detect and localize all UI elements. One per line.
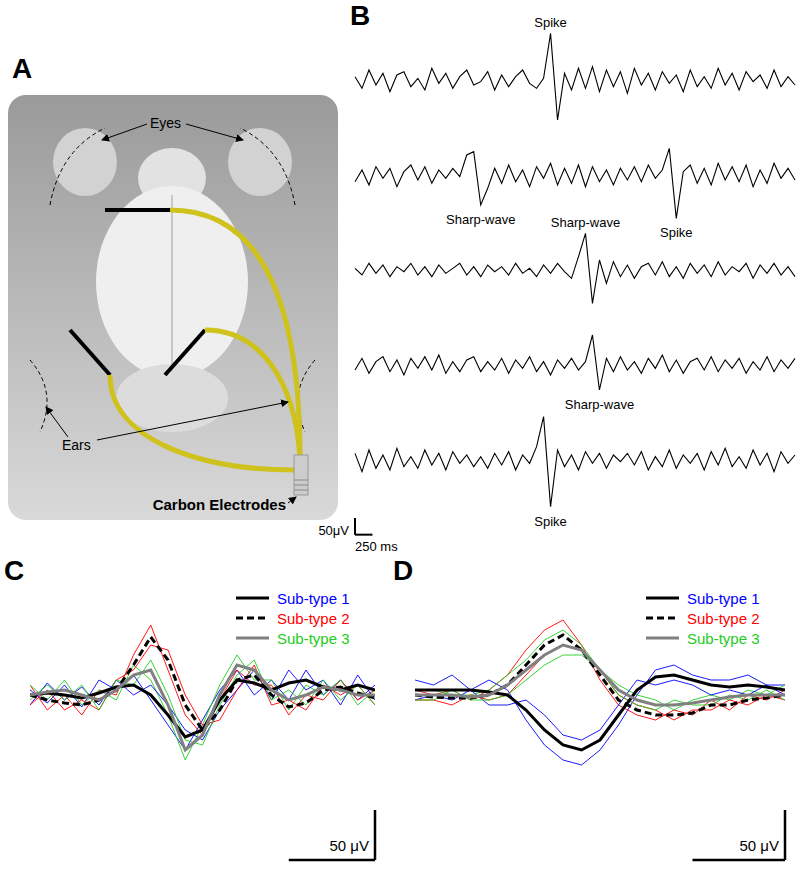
svg-text:Spike: Spike [534,514,567,529]
svg-text:Spike: Spike [660,225,693,240]
svg-text:Sharp-wave: Sharp-wave [551,215,620,230]
html-text:Sub-type 1: Sub-type 1 [687,589,760,607]
html-text:Sub-type 1: Sub-type 1 [277,589,350,607]
html-text:Sub-type 2: Sub-type 2 [687,609,760,627]
svg-text:Spike: Spike [534,15,567,30]
svg-text:50μV: 50μV [318,523,349,538]
svg-text:50 μV: 50 μV [740,837,780,854]
html-text:Sub-type 3: Sub-type 3 [687,629,760,647]
html-text:Sub-type 3: Sub-type 3 [277,629,350,647]
svg-text:Sharp-wave: Sharp-wave [446,212,515,227]
svg-text:Ears: Ears [62,437,91,453]
svg-text:Carbon Electrodes: Carbon Electrodes [153,496,286,513]
svg-text:A: A [12,53,32,84]
svg-text:50 μV: 50 μV [330,837,370,854]
html-text:C: C [4,555,25,586]
html-text:Sub-type 2: Sub-type 2 [277,609,350,627]
svg-text:Eyes: Eyes [150,115,181,131]
svg-text:250 ms: 250 ms [355,539,398,554]
svg-text:Sharp-wave: Sharp-wave [565,397,634,412]
html-text:D: D [393,555,414,586]
html-text:B: B [350,0,371,31]
